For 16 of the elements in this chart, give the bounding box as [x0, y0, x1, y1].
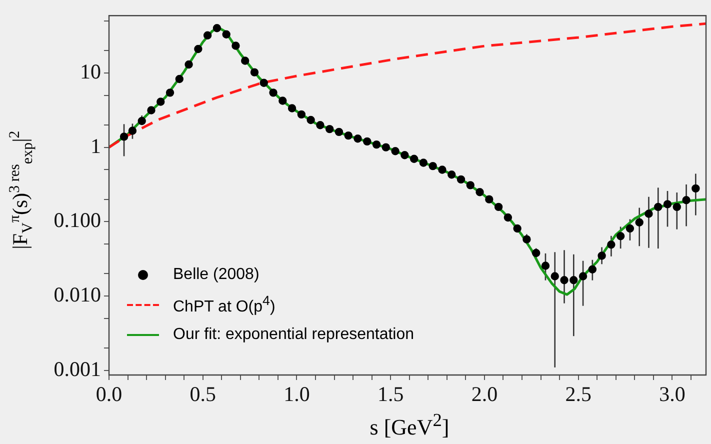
- x-tick-label: 3.0: [659, 382, 686, 406]
- legend-label: ChPT at O(p$^{4}$): [173, 293, 276, 317]
- legend-label: Belle (2008): [173, 266, 260, 284]
- y-tick-label: 0.100: [54, 208, 101, 232]
- x-tick-label: 0.5: [190, 382, 216, 406]
- x-tick-label: 1.5: [377, 382, 404, 406]
- y-tick-label: 0.001: [54, 357, 101, 382]
- x-tick-label: 0.0: [96, 382, 122, 406]
- y-tick-label: 10: [80, 59, 101, 84]
- legend-label: Our fit: exponential representation: [173, 326, 414, 344]
- y-tick-label: 1: [90, 134, 101, 158]
- x-axis-title: s [GeV$^{2}$]: [368, 410, 450, 440]
- x-tick-label: 1.0: [284, 382, 310, 406]
- x-tick-label: 2.0: [471, 382, 498, 406]
- x-tick-label: 2.5: [565, 382, 592, 406]
- y-tick-label: 0.010: [54, 282, 101, 307]
